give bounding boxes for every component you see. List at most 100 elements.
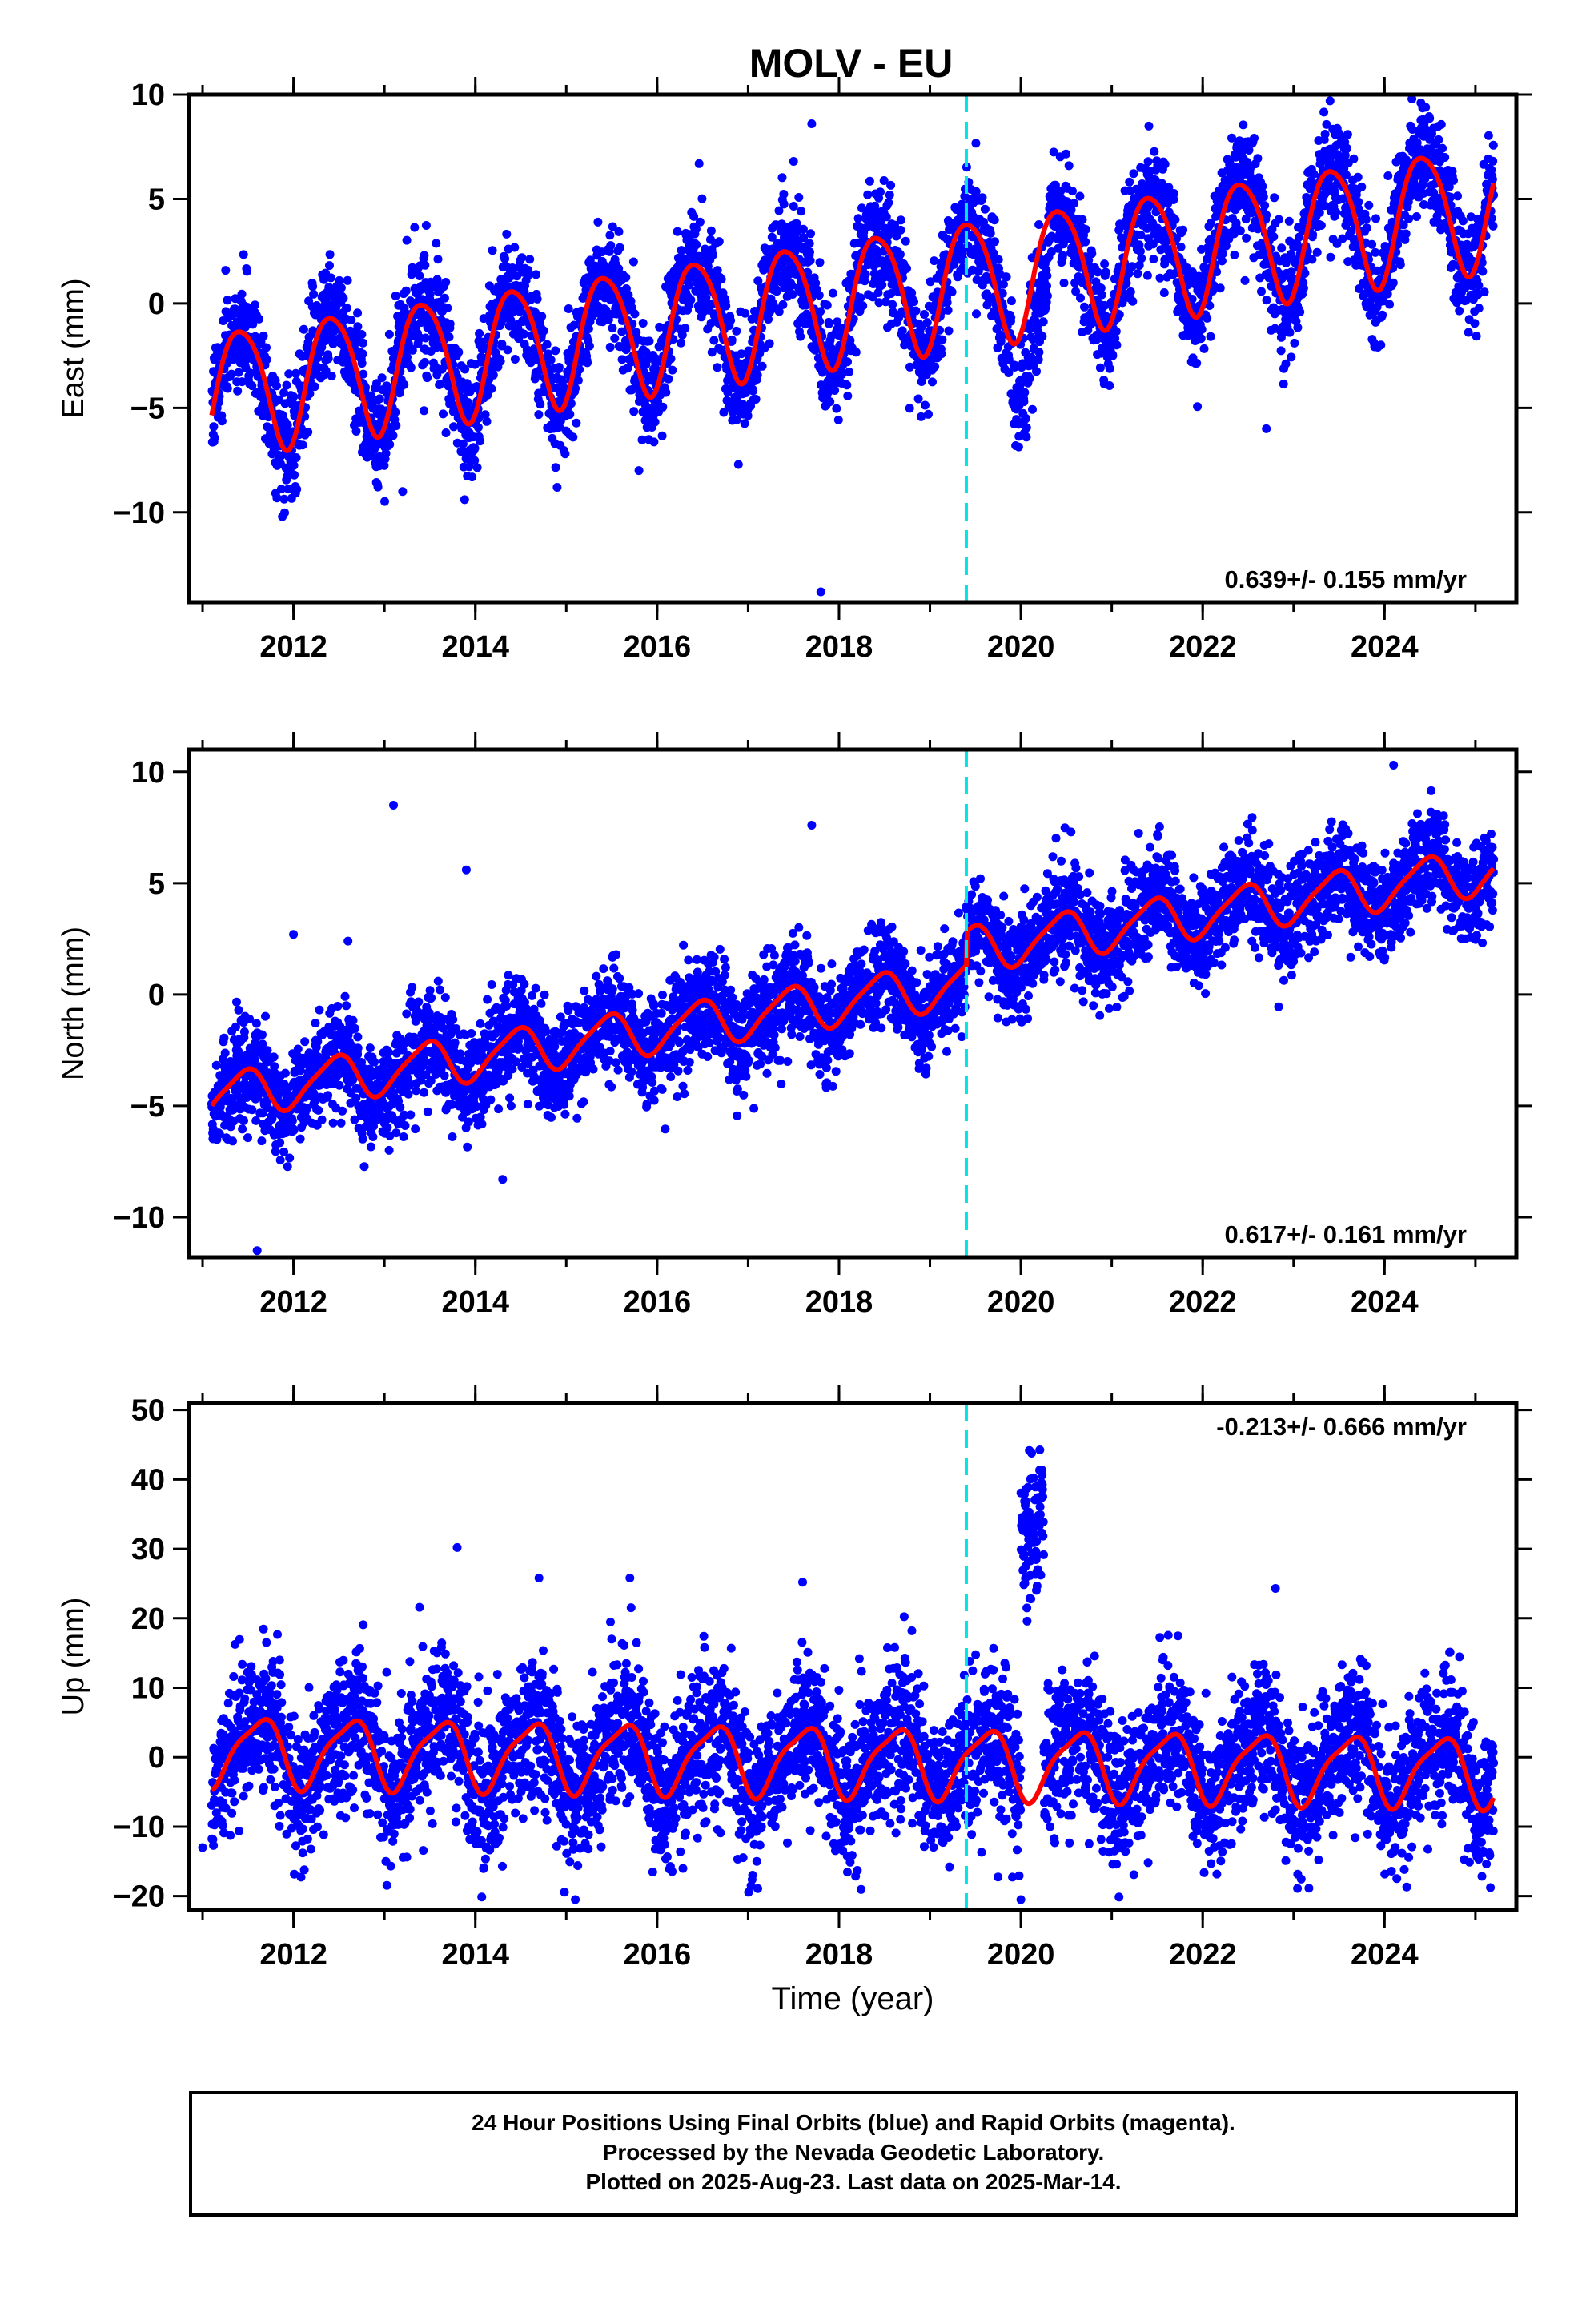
data-point (539, 326, 548, 336)
data-point (506, 316, 516, 325)
data-point (1058, 251, 1067, 260)
data-point (1028, 404, 1037, 414)
data-point (1440, 153, 1450, 162)
data-point (568, 432, 578, 442)
data-point (443, 304, 452, 312)
data-point (668, 365, 677, 375)
data-point (449, 422, 459, 432)
data-point (1270, 193, 1279, 203)
data-point (1111, 327, 1121, 336)
data-point (980, 204, 990, 214)
data-point (1108, 351, 1118, 360)
data-point (487, 384, 496, 393)
figure-title: MOLV - EU (749, 41, 954, 86)
data-point (1159, 288, 1169, 297)
data-point (531, 308, 540, 317)
data-point (686, 296, 696, 304)
data-point (1257, 287, 1266, 296)
data-point (1388, 278, 1398, 287)
data-point (377, 373, 387, 383)
data-point (1230, 250, 1239, 259)
data-point (1383, 171, 1393, 180)
data-point (572, 418, 581, 428)
outlier-point (1416, 98, 1426, 107)
data-point (279, 494, 289, 504)
data-point (248, 320, 258, 329)
data-point (510, 243, 520, 252)
data-points-east (207, 94, 1499, 597)
data-point (608, 324, 617, 333)
data-point (272, 381, 281, 391)
data-point (480, 410, 490, 420)
data-point (1293, 323, 1303, 332)
data-point (740, 419, 749, 428)
data-point (470, 444, 480, 453)
data-point (1253, 154, 1263, 163)
data-point (421, 333, 430, 343)
data-point (749, 386, 758, 396)
data-point (210, 433, 219, 443)
data-point (303, 428, 313, 436)
data-point (608, 222, 617, 231)
data-point (510, 355, 520, 364)
data-point (1042, 271, 1052, 280)
data-point (1019, 397, 1029, 407)
data-point (1020, 388, 1030, 397)
data-point (1320, 130, 1330, 139)
data-point (944, 326, 954, 336)
data-point (1343, 130, 1352, 139)
data-point (305, 389, 315, 399)
data-point (537, 312, 547, 321)
data-point (630, 309, 640, 319)
data-point (342, 304, 351, 313)
data-point (433, 255, 443, 264)
data-point (496, 356, 505, 366)
data-point (938, 335, 947, 344)
data-point (546, 355, 556, 364)
data-point (805, 239, 814, 248)
data-point (1404, 214, 1414, 223)
data-point (279, 388, 289, 397)
data-point (1488, 175, 1497, 184)
data-point (420, 406, 429, 416)
data-point (357, 330, 367, 339)
data-point (460, 495, 469, 505)
data-point (1170, 215, 1180, 224)
data-point (614, 264, 624, 273)
data-point (379, 460, 389, 470)
data-point (743, 411, 753, 420)
data-point (615, 243, 624, 252)
data-point (604, 315, 613, 324)
data-point (1125, 177, 1134, 187)
data-point (325, 261, 334, 271)
data-point (885, 191, 894, 199)
data-point (666, 354, 676, 364)
data-point (825, 319, 833, 328)
data-point (353, 308, 363, 318)
data-point (554, 363, 564, 372)
data-point (825, 397, 835, 407)
data-point (1203, 313, 1212, 323)
data-point (726, 316, 736, 325)
data-point (326, 273, 335, 283)
panel-east: 2012 2014 2016 2018 2020 2022 2024−10−50510Eas… (57, 77, 1532, 664)
data-point (1006, 312, 1016, 322)
data-point (532, 270, 540, 279)
data-point (629, 407, 639, 416)
data-point (833, 415, 843, 424)
data-point (290, 470, 299, 480)
data-point (621, 273, 631, 282)
data-point (584, 324, 593, 333)
data-point (497, 340, 507, 348)
data-point (1193, 402, 1203, 412)
data-point (209, 422, 219, 432)
data-point (822, 300, 832, 310)
data-point (441, 278, 451, 287)
data-point (695, 217, 705, 227)
data-point (1227, 133, 1236, 143)
data-point (351, 427, 361, 436)
data-point (1150, 147, 1159, 156)
data-point (470, 456, 480, 465)
data-point (1078, 215, 1087, 224)
